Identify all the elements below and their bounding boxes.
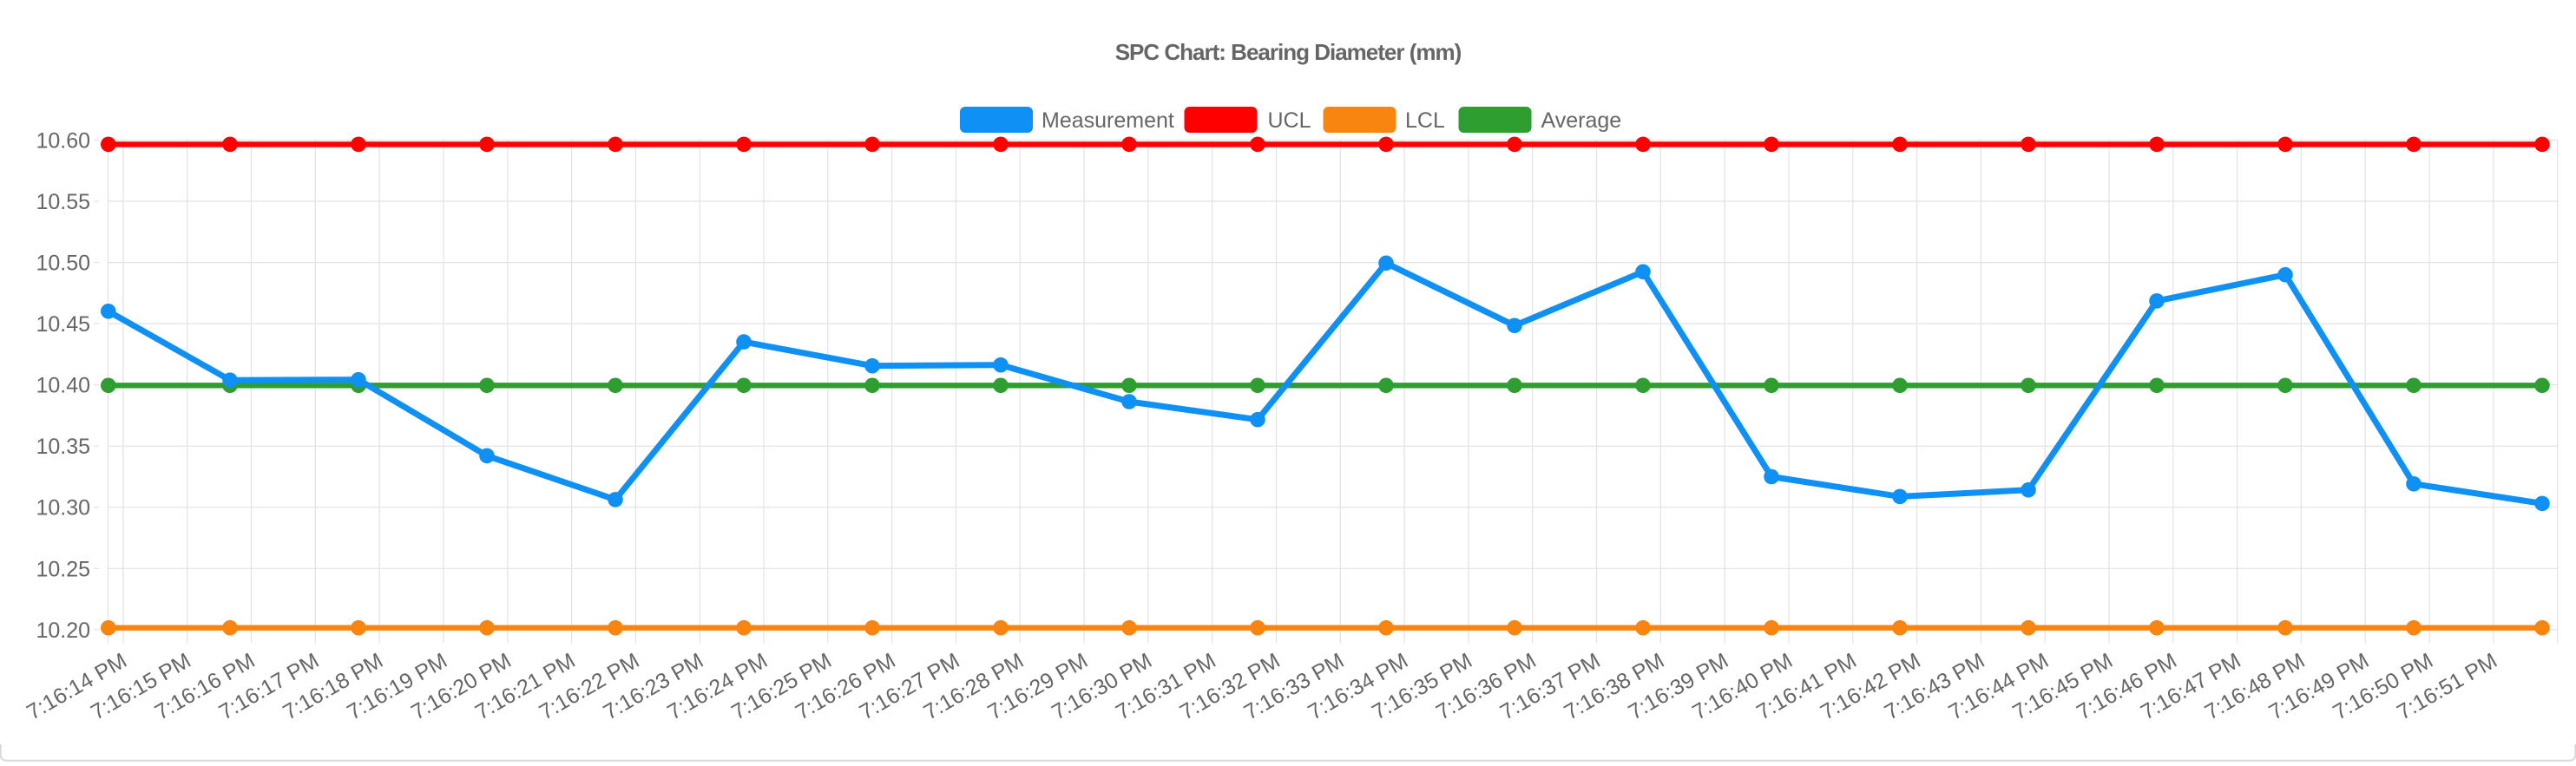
svg-text:10.30: 10.30 <box>36 496 90 520</box>
svg-text:10.60: 10.60 <box>36 129 90 154</box>
svg-text:UCL: UCL <box>1268 108 1311 133</box>
svg-text:SPC Chart: Bearing Diameter (m: SPC Chart: Bearing Diameter (mm) <box>1115 39 1462 65</box>
svg-text:LCL: LCL <box>1405 108 1445 133</box>
svg-text:10.25: 10.25 <box>36 557 90 581</box>
svg-text:Measurement: Measurement <box>1042 108 1174 133</box>
svg-text:Average: Average <box>1541 108 1622 133</box>
svg-text:10.20: 10.20 <box>36 619 90 643</box>
svg-text:10.35: 10.35 <box>36 435 90 459</box>
svg-text:10.45: 10.45 <box>36 312 90 337</box>
svg-text:10.40: 10.40 <box>36 374 90 398</box>
svg-text:10.55: 10.55 <box>36 190 90 214</box>
svg-text:10.50: 10.50 <box>36 252 90 276</box>
